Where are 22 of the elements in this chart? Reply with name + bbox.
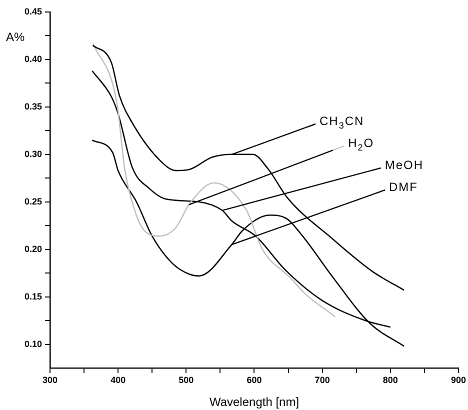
y-tick-label: 0.45 bbox=[24, 6, 42, 16]
y-tick-label: 0.15 bbox=[24, 291, 42, 302]
legend-label: MeOH bbox=[384, 158, 424, 172]
x-tick-label: 300 bbox=[42, 374, 58, 385]
y-axis-title: A% bbox=[6, 30, 25, 44]
y-tick-label: 0.40 bbox=[24, 54, 42, 64]
x-tick-label: 800 bbox=[382, 374, 398, 385]
x-tick-label: 500 bbox=[178, 374, 194, 385]
legend-label: DMF bbox=[388, 180, 418, 194]
x-axis-title: Wavelength [nm] bbox=[209, 395, 300, 410]
legend-label: CH$_{3}$CN bbox=[320, 114, 364, 130]
line-series bbox=[92, 42, 336, 318]
y-tick-label: 0.10 bbox=[24, 338, 42, 349]
y-tick-label: 0.25 bbox=[24, 196, 42, 206]
legend-label: H$_{2}$O bbox=[348, 136, 374, 152]
x-tick-label: 700 bbox=[314, 374, 330, 385]
y-tick-label: 0.35 bbox=[24, 101, 42, 112]
x-tick-label: 900 bbox=[450, 374, 466, 385]
y-tick-label: 0.20 bbox=[24, 244, 42, 254]
x-tick-label: 600 bbox=[246, 374, 262, 385]
y-tick-label: 0.30 bbox=[24, 148, 42, 159]
x-tick-label: 400 bbox=[110, 374, 126, 385]
